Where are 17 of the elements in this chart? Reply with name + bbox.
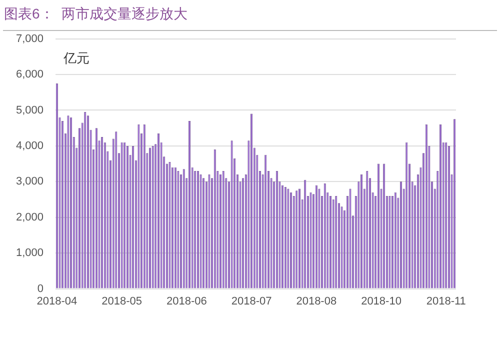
x-tick-label: 2018-07 [231,295,272,308]
x-tick-label: 2018-11 [426,295,466,308]
y-tick-label: 7,000 [16,32,44,45]
x-tick-label: 2018-06 [166,295,207,308]
chart-title: 图表6： 两市成交量逐步放大 [4,5,188,22]
y-tick-label: 1,000 [16,247,44,260]
y-tick-label: 2,000 [16,211,44,224]
y-tick-label: 0 [37,282,44,295]
x-tick-label: 2018-08 [296,295,337,308]
x-tick-label: 2018-10 [361,295,402,308]
y-axis-title: 亿元 [62,50,90,66]
y-tick-label: 3,000 [16,176,44,188]
x-tick-label: 2018-04 [36,295,78,308]
x-tick-label: 2018-05 [102,295,142,308]
y-tick-label: 6,000 [16,68,44,81]
y-tick-label: 5,000 [16,104,44,116]
y-tick-label: 4,000 [16,140,44,152]
